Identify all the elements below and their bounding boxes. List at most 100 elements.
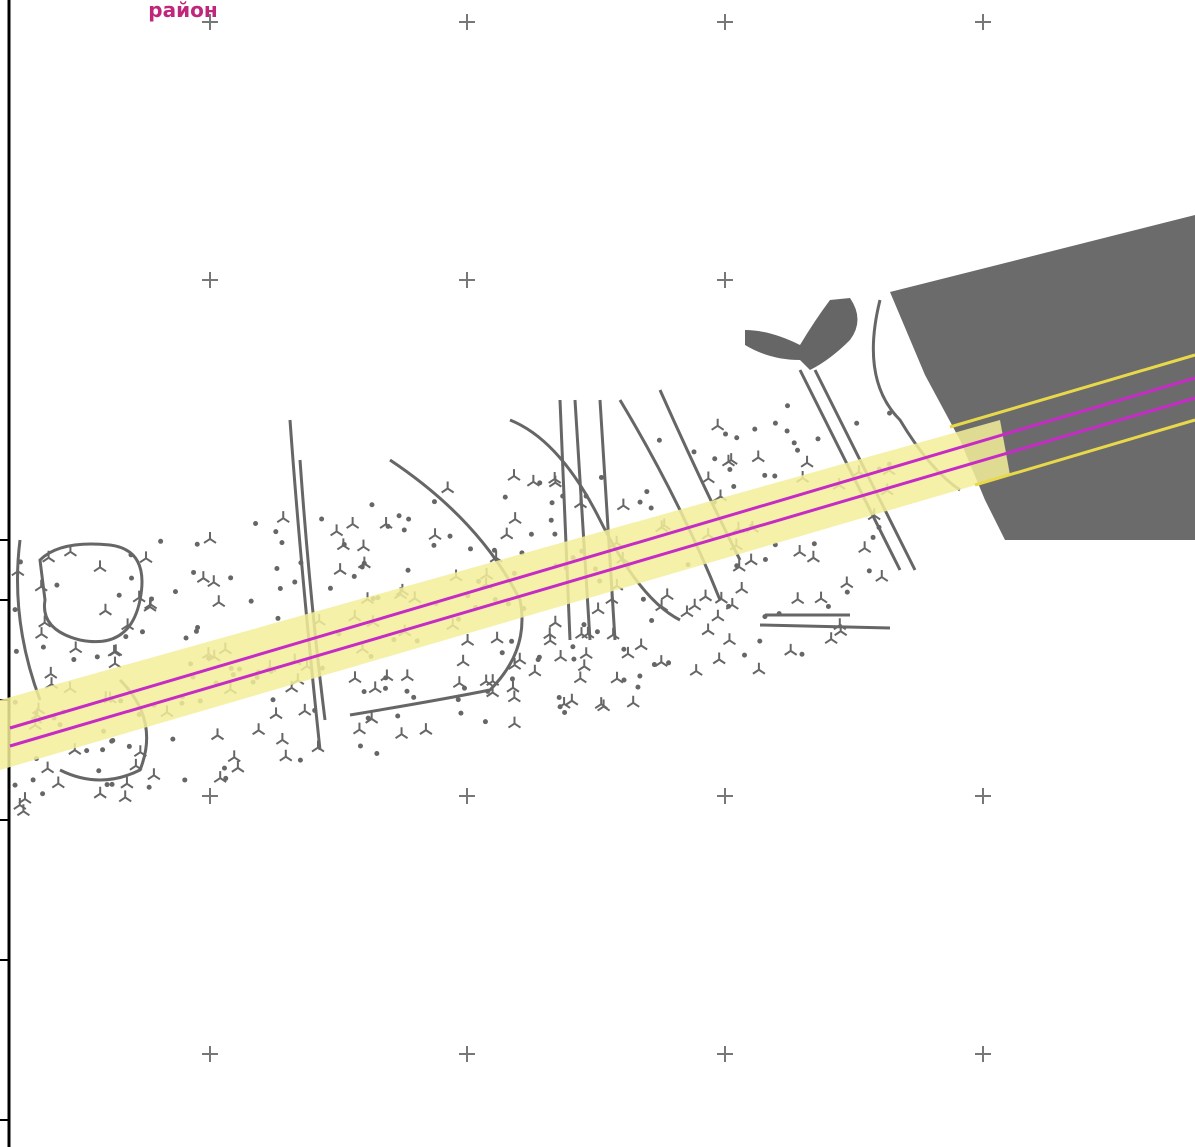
road — [298, 459, 327, 721]
sand-dot — [411, 694, 417, 700]
shrub-symbol — [456, 654, 470, 667]
contour — [38, 542, 144, 644]
shrub-symbol — [203, 531, 217, 544]
corridor-boundary — [974, 418, 1195, 487]
sand-dot — [854, 420, 860, 426]
shrub-symbol — [875, 570, 889, 582]
sand-dot — [644, 489, 650, 495]
shrub-symbol — [752, 662, 766, 675]
sand-dot — [742, 652, 748, 658]
shrub-symbol — [824, 632, 838, 645]
sand-dot — [757, 638, 763, 644]
sand-dot — [598, 474, 604, 480]
sand-dot — [149, 596, 155, 602]
shrub-symbol — [688, 598, 702, 611]
shrub-symbol — [118, 790, 132, 803]
shrub-symbol — [269, 707, 283, 720]
sand-dot — [123, 634, 129, 640]
shrub-symbol — [231, 760, 245, 773]
sand-dot — [248, 598, 254, 604]
grid-cross — [459, 14, 475, 30]
district-label: район — [148, 0, 217, 22]
shrub-symbol — [793, 545, 807, 557]
shrub-symbol — [441, 481, 455, 494]
shrub-symbol — [573, 671, 587, 684]
sand-dot — [431, 542, 437, 548]
shrub-symbol — [654, 655, 668, 667]
sand-dot — [537, 480, 543, 486]
sand-dot — [401, 527, 407, 533]
sand-dot — [109, 738, 115, 744]
shrub-symbol — [698, 589, 713, 602]
shrub-symbol — [98, 603, 113, 616]
sand-dot — [752, 426, 758, 432]
sand-dot — [499, 650, 505, 656]
shrub-symbol — [213, 771, 227, 783]
sand-dot — [71, 657, 77, 663]
shrub-symbol — [506, 680, 520, 693]
sand-dot — [319, 516, 325, 522]
shrub-symbol — [368, 681, 382, 694]
shrub-symbol — [147, 768, 161, 781]
shrub-symbol — [395, 727, 409, 740]
sand-dot — [467, 546, 473, 552]
shrub-symbol — [621, 646, 635, 659]
sand-dot — [825, 604, 831, 610]
shrub-symbol — [365, 711, 379, 724]
shrub-symbol — [784, 643, 798, 656]
shrub-symbol — [400, 669, 414, 682]
shrub-symbol — [44, 666, 58, 679]
grid-cross — [459, 788, 475, 804]
grid-cross — [202, 1046, 218, 1062]
sand-dot — [887, 410, 893, 416]
shrub-symbol — [712, 652, 726, 665]
shrub-symbol — [840, 576, 854, 589]
shrub-symbol — [207, 575, 221, 588]
sand-dot — [509, 676, 515, 682]
sand-dot — [382, 685, 388, 691]
shrub-symbol — [751, 450, 765, 463]
shrub-symbol — [461, 634, 475, 646]
sand-dot — [359, 564, 365, 570]
sand-dot — [570, 644, 576, 650]
sand-dot — [109, 781, 115, 787]
sand-dot — [509, 638, 515, 644]
pipeline-line — [9, 396, 1195, 748]
sand-dot — [100, 747, 106, 753]
sand-dot — [447, 533, 453, 539]
shrub-symbol — [93, 786, 107, 799]
sand-dot — [431, 499, 437, 505]
sand-dot — [193, 628, 199, 634]
sand-dot — [648, 505, 654, 511]
sand-dot — [223, 775, 229, 781]
shrub-symbol — [722, 633, 737, 646]
contour — [349, 458, 524, 717]
shrub-symbol — [507, 469, 521, 481]
shrub-symbol — [548, 615, 562, 628]
shrub-symbol — [800, 455, 814, 468]
sand-dot — [116, 592, 122, 598]
sand-dot — [621, 646, 627, 652]
sand-dot — [552, 531, 558, 537]
sand-dot — [182, 777, 188, 783]
shrub-symbol — [660, 588, 674, 601]
sand-dot — [762, 556, 768, 562]
shrub-symbol — [348, 671, 362, 684]
sand-dot — [482, 719, 488, 725]
shrub-symbol — [689, 664, 703, 676]
sand-dot — [146, 784, 152, 790]
sand-dot — [734, 563, 740, 569]
shrub-symbol — [577, 659, 591, 672]
sand-dot — [104, 782, 110, 788]
sand-dot — [458, 710, 464, 716]
grid-cross — [717, 14, 733, 30]
sand-dot — [383, 675, 389, 681]
shrub-symbol — [69, 641, 83, 654]
sand-dot — [139, 629, 145, 635]
grid-cross — [717, 272, 733, 288]
shrub-symbol — [725, 597, 739, 610]
shrub-symbol — [143, 599, 157, 612]
sand-dot — [844, 589, 850, 595]
sand-dot — [727, 466, 733, 472]
